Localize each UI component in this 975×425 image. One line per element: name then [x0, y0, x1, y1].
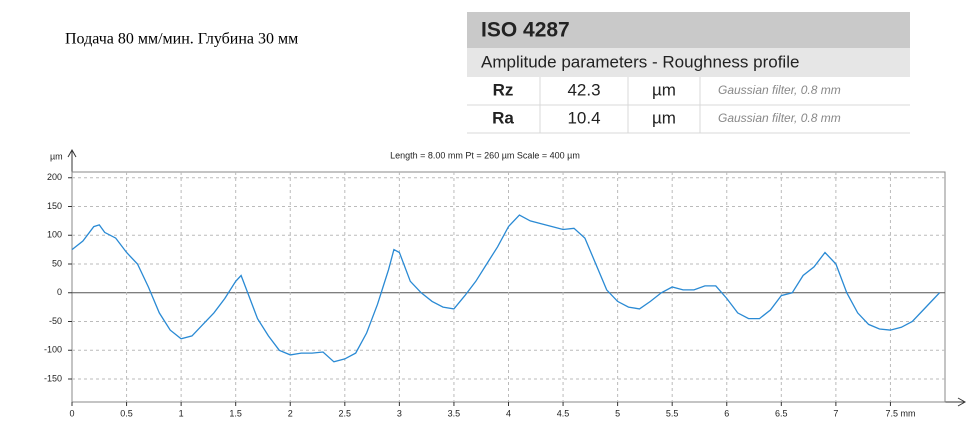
y-tick-label: -50 — [49, 316, 62, 326]
x-tick-label: 0.5 — [120, 408, 133, 418]
y-tick-label: 200 — [47, 172, 62, 182]
x-tick-label: 3.5 — [448, 408, 461, 418]
table-cell: µm — [652, 80, 676, 99]
y-tick-label: 0 — [57, 287, 62, 297]
table-subheader-bg — [467, 48, 910, 77]
chart-subtitle: Length = 8.00 mm Pt = 260 µm Scale = 400… — [390, 150, 580, 160]
x-tick-label: 7 — [833, 408, 838, 418]
table-cell: Gaussian filter, 0.8 mm — [718, 83, 841, 97]
table-header-bg — [467, 12, 910, 48]
x-tick-label: 1 — [179, 408, 184, 418]
x-tick-label: 6 — [724, 408, 729, 418]
caption: Подача 80 мм/мин. Глубина 30 мм — [65, 31, 298, 48]
table-cell: Ra — [492, 108, 514, 127]
x-tick-label: 7.5 mm — [885, 408, 915, 418]
x-tick-label: 0 — [69, 408, 74, 418]
table-cell: Gaussian filter, 0.8 mm — [718, 111, 841, 125]
table-cell: 10.4 — [567, 108, 600, 127]
x-tick-label: 6.5 — [775, 408, 788, 418]
table-title: ISO 4287 — [481, 19, 570, 42]
axis-arrows — [67, 148, 967, 407]
table-cell: 42.3 — [567, 80, 600, 99]
y-tick-label: 150 — [47, 201, 62, 211]
x-tick-label: 2 — [288, 408, 293, 418]
table-cell: µm — [652, 108, 676, 127]
y-tick-label: 100 — [47, 230, 62, 240]
y-tick-label: -100 — [44, 345, 62, 355]
x-tick-label: 4 — [506, 408, 511, 418]
x-tick-label: 3 — [397, 408, 402, 418]
x-tick-label: 5 — [615, 408, 620, 418]
y-axis-label: µm — [50, 151, 63, 161]
x-tick-label: 5.5 — [666, 408, 679, 418]
x-tick-label: 1.5 — [229, 408, 242, 418]
x-tick-label: 2.5 — [339, 408, 352, 418]
table-cell: Rz — [493, 80, 514, 99]
x-tick-label: 4.5 — [557, 408, 570, 418]
table-lines — [467, 77, 910, 134]
y-tick-label: 50 — [52, 258, 62, 268]
profile-line — [71, 214, 940, 363]
table-subtitle: Amplitude parameters - Roughness profile — [481, 52, 799, 71]
y-tick-label: -150 — [44, 373, 62, 383]
